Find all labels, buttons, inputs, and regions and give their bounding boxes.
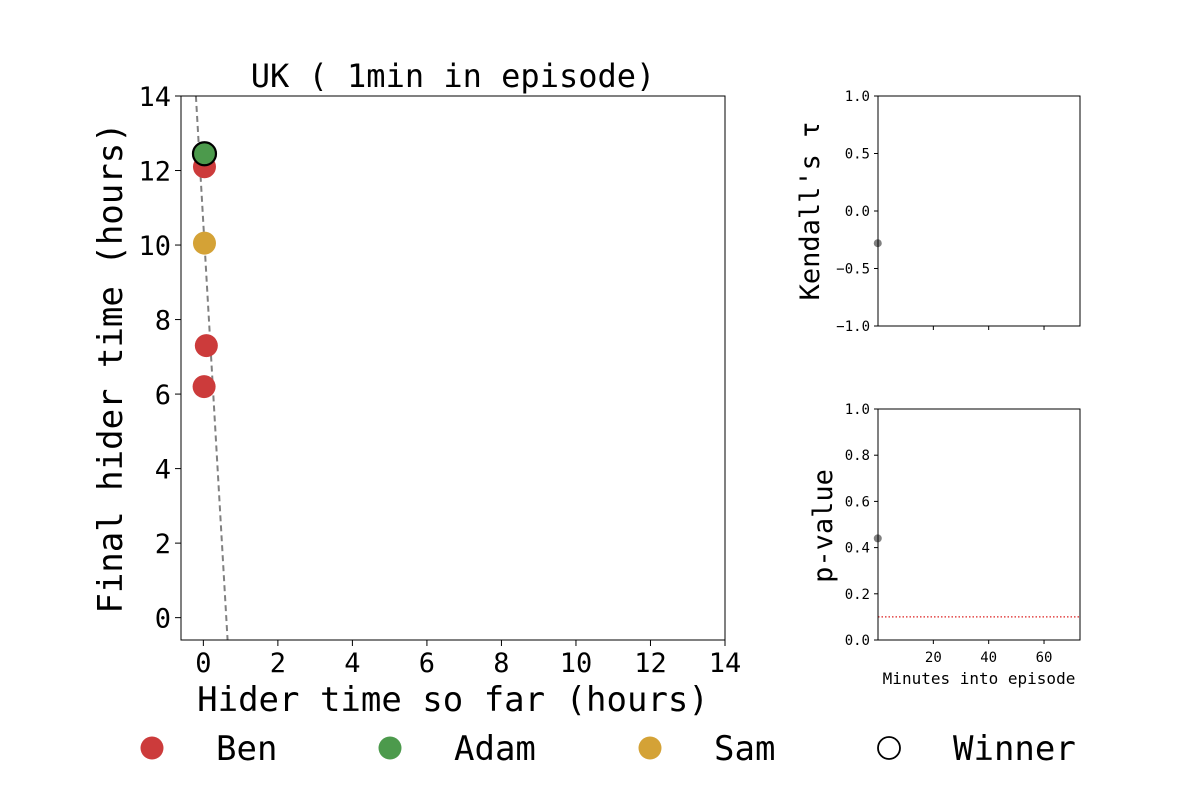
p-value-y-tick-label: 1.0 <box>845 402 870 418</box>
legend-marker-winner <box>877 736 901 760</box>
x-tick-label: 6 <box>419 648 435 679</box>
legend-label-adam: Adam <box>454 729 536 769</box>
legend-label-winner: Winner <box>953 729 1076 769</box>
p-value-y-tick-label: 0.4 <box>845 541 870 557</box>
p-value-x-tick-label: 20 <box>925 650 942 666</box>
tau-x-ticks <box>932 326 1045 330</box>
p-value-y-tick-label: 0.8 <box>845 448 870 464</box>
tau-y-tick-label: −0.5 <box>836 262 870 278</box>
main-y-ticks: 0 2 4 6 8 10 12 14 <box>138 82 181 635</box>
data-point-adam-winner <box>191 141 218 167</box>
main-plot-area <box>191 96 229 640</box>
kendall-tau-panel: −1.0 −0.5 0.0 0.5 1.0 Kendall's τ <box>795 89 1081 335</box>
p-value-y-ticks: 0.0 0.2 0.4 0.6 0.8 1.0 <box>845 402 878 649</box>
p-value-y-tick-label: 0.6 <box>845 494 870 510</box>
y-tick-label: 2 <box>155 529 171 560</box>
p-value-x-ticks: 20 40 60 <box>925 640 1053 666</box>
y-tick-label: 0 <box>155 604 171 635</box>
tau-y-ticks: −1.0 −0.5 0.0 0.5 1.0 <box>836 89 878 335</box>
main-x-axis-label: Hider time so far (hours) <box>197 680 709 720</box>
x-tick-label: 14 <box>709 648 742 679</box>
trend-line <box>194 96 229 640</box>
legend-marker-adam <box>378 736 402 760</box>
tau-axes-frame <box>877 95 1081 327</box>
x-tick-label: 10 <box>560 648 593 679</box>
x-tick-label: 8 <box>493 648 509 679</box>
y-tick-label: 8 <box>155 306 171 337</box>
y-tick-label: 10 <box>138 231 171 262</box>
y-tick-label: 6 <box>155 380 171 411</box>
legend-marker-ben <box>140 736 164 760</box>
x-tick-label: 12 <box>634 648 667 679</box>
y-tick-label: 14 <box>138 82 171 113</box>
x-tick-label: 0 <box>195 648 211 679</box>
legend-marker-sam <box>638 736 662 760</box>
tau-y-tick-label: 1.0 <box>845 89 870 105</box>
p-value-x-axis-label: Minutes into episode <box>883 669 1076 688</box>
p-value-panel: 20 40 60 0.0 0.2 0.4 0.6 0.8 1.0 Minutes into e… <box>808 402 1081 688</box>
data-point-ben <box>194 334 218 358</box>
x-tick-label: 2 <box>270 648 286 679</box>
main-x-ticks: 0 2 4 6 8 10 12 14 <box>195 640 741 679</box>
x-tick-label: 4 <box>344 648 360 679</box>
tau-y-axis-label: Kendall's τ <box>795 122 826 301</box>
p-value-y-axis-label: p-value <box>808 469 839 583</box>
legend: Ben Adam Sam Winner <box>140 729 1076 769</box>
legend-label-sam: Sam <box>714 729 775 769</box>
p-value-x-tick-label: 60 <box>1036 650 1053 666</box>
main-y-axis-label: Final hider time (hours) <box>91 122 131 613</box>
tau-y-tick-label: −1.0 <box>836 319 870 335</box>
data-point-sam <box>192 231 216 255</box>
p-value-plot-area <box>873 534 1080 618</box>
main-chart-title: UK ( 1min in episode) <box>251 57 656 95</box>
p-value-y-tick-label: 0.0 <box>845 633 870 649</box>
y-tick-label: 4 <box>155 455 171 486</box>
y-tick-label: 12 <box>138 157 171 188</box>
legend-label-ben: Ben <box>216 729 277 769</box>
main-axes-frame <box>180 95 726 641</box>
p-value-y-tick-label: 0.2 <box>845 587 870 603</box>
data-point-ben <box>192 375 216 399</box>
tau-y-tick-label: 0.0 <box>845 204 870 220</box>
tau-y-tick-label: 0.5 <box>845 147 870 163</box>
main-scatter-panel: UK ( 1min in episode) 0 2 4 6 8 10 12 14 0 2 4 6 8 1… <box>91 57 741 720</box>
p-value-x-tick-label: 40 <box>980 650 997 666</box>
p-value-axes-frame <box>877 408 1081 641</box>
